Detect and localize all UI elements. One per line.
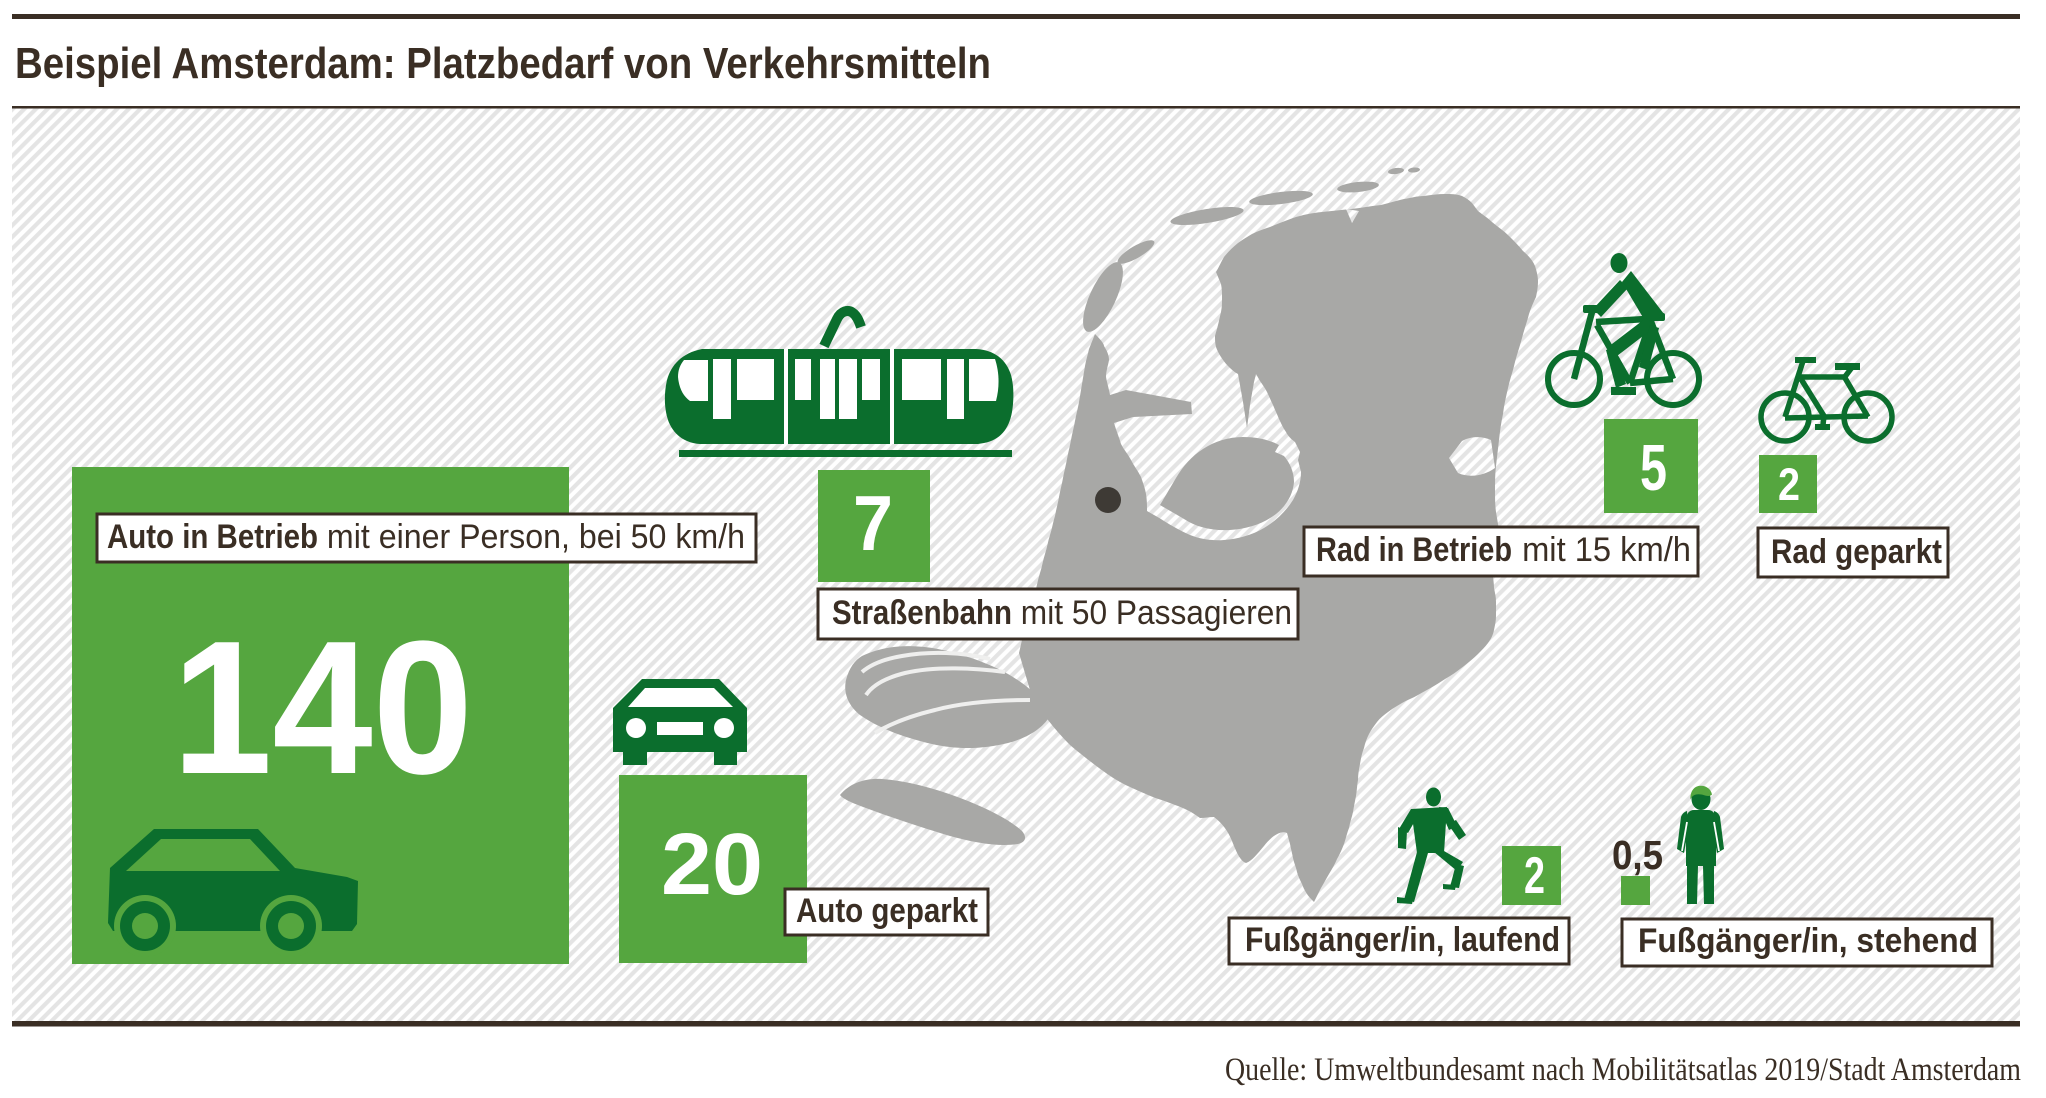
svg-text:140: 140: [172, 602, 473, 814]
svg-text:mit 50 Passagieren: mit 50 Passagieren: [1012, 594, 1292, 632]
svg-text:Beispiel Amsterdam: Platzbedar: Beispiel Amsterdam: Platzbedarf von Verk…: [15, 39, 991, 88]
svg-text:mit einer Person, bei 50 km/h: mit einer Person, bei 50 km/h: [318, 518, 745, 556]
svg-text:Auto in Betrieb: Auto in Betrieb: [107, 518, 318, 556]
svg-text:0,5: 0,5: [1612, 832, 1663, 878]
svg-text:Auto geparkt: Auto geparkt: [796, 892, 978, 930]
svg-text:2: 2: [1778, 459, 1800, 510]
svg-text:2: 2: [1524, 847, 1545, 905]
svg-text:5: 5: [1640, 431, 1667, 504]
svg-text:20: 20: [661, 816, 763, 913]
svg-text:Straßenbahn: Straßenbahn: [832, 594, 1012, 632]
svg-text:7: 7: [853, 479, 893, 567]
svg-text:Rad geparkt: Rad geparkt: [1771, 533, 1942, 571]
svg-text:Quelle: Umweltbundesamt nach M: Quelle: Umweltbundesamt nach Mobilitätsa…: [1225, 1052, 2021, 1088]
svg-text:Fußgänger/in, stehend: Fußgänger/in, stehend: [1638, 922, 1978, 960]
svg-text:mit 15 km/h: mit 15 km/h: [1513, 531, 1691, 569]
svg-text:Fußgänger/in, laufend: Fußgänger/in, laufend: [1245, 921, 1560, 959]
svg-text:Rad in Betrieb: Rad in Betrieb: [1316, 531, 1512, 569]
